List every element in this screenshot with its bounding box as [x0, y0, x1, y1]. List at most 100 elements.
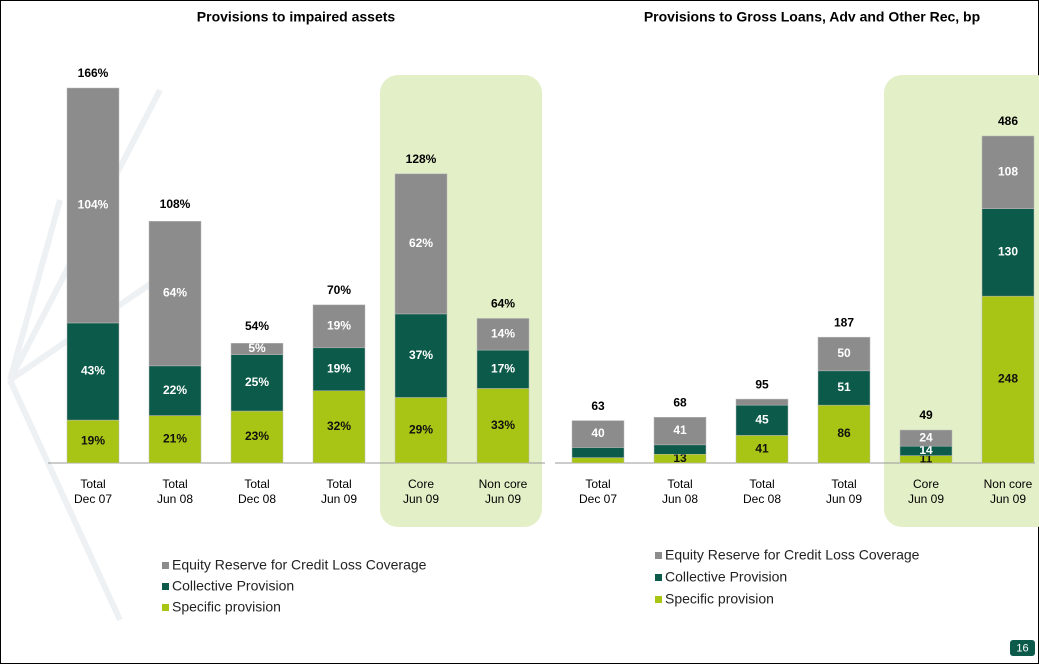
value-label: 5%: [248, 341, 266, 355]
value-label: 29%: [409, 422, 433, 436]
bar-segment: [66, 87, 120, 324]
bar-segment: [476, 388, 530, 464]
bar-segment: [312, 347, 366, 391]
x-tick-label: Total Jun 08: [156, 477, 194, 506]
value-label: 19%: [327, 319, 351, 333]
legend-label: Specific provision: [665, 591, 774, 607]
legend-swatch: [655, 596, 662, 603]
bar-segment: [66, 419, 120, 464]
page-number: 16: [1016, 642, 1028, 654]
bar-segment: [148, 365, 202, 416]
bar-segment: [817, 336, 871, 372]
value-label: 32%: [327, 419, 351, 433]
value-label: 50: [837, 346, 851, 360]
legend-label: Collective Provision: [172, 578, 294, 594]
legend-swatch: [655, 574, 662, 581]
value-label: 45: [755, 412, 769, 426]
total-label: 68: [673, 395, 687, 409]
bar-segment: [230, 410, 284, 464]
bar-segment: [394, 173, 448, 315]
value-label: 104%: [78, 198, 109, 212]
x-tick-label: Core Jun 09: [907, 477, 945, 506]
value-label: 248: [998, 372, 1018, 386]
total-label: 166%: [78, 66, 109, 80]
value-label: 64%: [163, 286, 187, 300]
bar-segment: [899, 429, 953, 447]
bar-segment: [571, 457, 625, 464]
value-label: 51: [837, 380, 851, 394]
value-label: 62%: [409, 236, 433, 250]
legend-swatch: [162, 583, 169, 590]
value-label: 17%: [491, 361, 515, 375]
legend-label: Equity Reserve for Credit Loss Coverage: [665, 547, 920, 563]
value-label: 86: [837, 426, 851, 440]
legend-label: Equity Reserve for Credit Loss Coverage: [172, 557, 427, 573]
bar-segment: [817, 404, 871, 464]
bar-segment: [148, 221, 202, 367]
bar-segment: [735, 435, 789, 464]
bar-segment: [981, 208, 1035, 297]
total-label: 49: [919, 408, 933, 422]
value-label: 130: [998, 245, 1018, 259]
bar-segment: [394, 313, 448, 398]
bar-segment: [312, 390, 366, 464]
bar-segment: [571, 420, 625, 448]
value-label: 41: [673, 423, 687, 437]
value-label: 14: [919, 443, 933, 457]
legend-swatch: [162, 604, 169, 611]
value-label: 37%: [409, 348, 433, 362]
total-label: 128%: [406, 152, 437, 166]
bar-segment: [230, 343, 284, 355]
total-label: 187: [834, 315, 854, 329]
legend-label: Collective Provision: [665, 569, 787, 585]
value-label: 25%: [245, 375, 269, 389]
value-label: 19%: [81, 434, 105, 448]
x-tick-label: Total Dec 08: [237, 477, 277, 506]
total-label: 108%: [160, 197, 191, 211]
x-tick-label: Non core Jun 09: [478, 477, 528, 506]
value-label: 14%: [491, 326, 515, 340]
legend-label: Specific provision: [172, 599, 281, 615]
bar-segment: [981, 135, 1035, 209]
value-label: 33%: [491, 418, 515, 432]
page-number-box: [1010, 640, 1035, 656]
total-label: 64%: [491, 297, 515, 311]
x-tick-label: Total Dec 08: [742, 477, 782, 506]
chart-title: Provisions to Gross Loans, Adv and Other…: [644, 9, 980, 25]
bar-segment: [66, 322, 120, 421]
x-tick-label: Total Dec 07: [578, 477, 618, 506]
total-label: 70%: [327, 283, 351, 297]
value-label: 24: [919, 430, 933, 444]
total-label: 54%: [245, 319, 269, 333]
bar-segment: [476, 349, 530, 389]
x-tick-label: Core Jun 09: [402, 477, 440, 506]
x-tick-label: Total Jun 08: [661, 477, 699, 506]
legend-swatch: [655, 552, 662, 559]
bar-segment: [817, 370, 871, 406]
value-label: 40: [591, 426, 605, 440]
value-label: 23%: [245, 429, 269, 443]
bar-segment: [394, 397, 448, 464]
value-label: 19%: [327, 361, 351, 375]
x-tick-label: Total Jun 09: [825, 477, 863, 506]
bar-segment: [312, 304, 366, 349]
x-tick-label: Non core Jun 09: [983, 477, 1033, 506]
bar-segment: [148, 415, 202, 464]
bar-segment: [653, 444, 707, 455]
value-label: 108: [998, 165, 1018, 179]
x-tick-label: Total Dec 07: [73, 477, 113, 506]
bar-segment: [230, 354, 284, 412]
bar-segment: [653, 416, 707, 446]
value-label: 43%: [81, 364, 105, 378]
value-label: 21%: [163, 431, 187, 445]
bar-segment: [476, 318, 530, 351]
total-label: 486: [998, 114, 1018, 128]
bar-segment: [571, 447, 625, 458]
x-tick-label: Total Jun 09: [320, 477, 358, 506]
value-label: 41: [755, 441, 769, 455]
bar-segment: [981, 295, 1035, 464]
bar-segment: [735, 398, 789, 406]
total-label: 95: [755, 377, 769, 391]
